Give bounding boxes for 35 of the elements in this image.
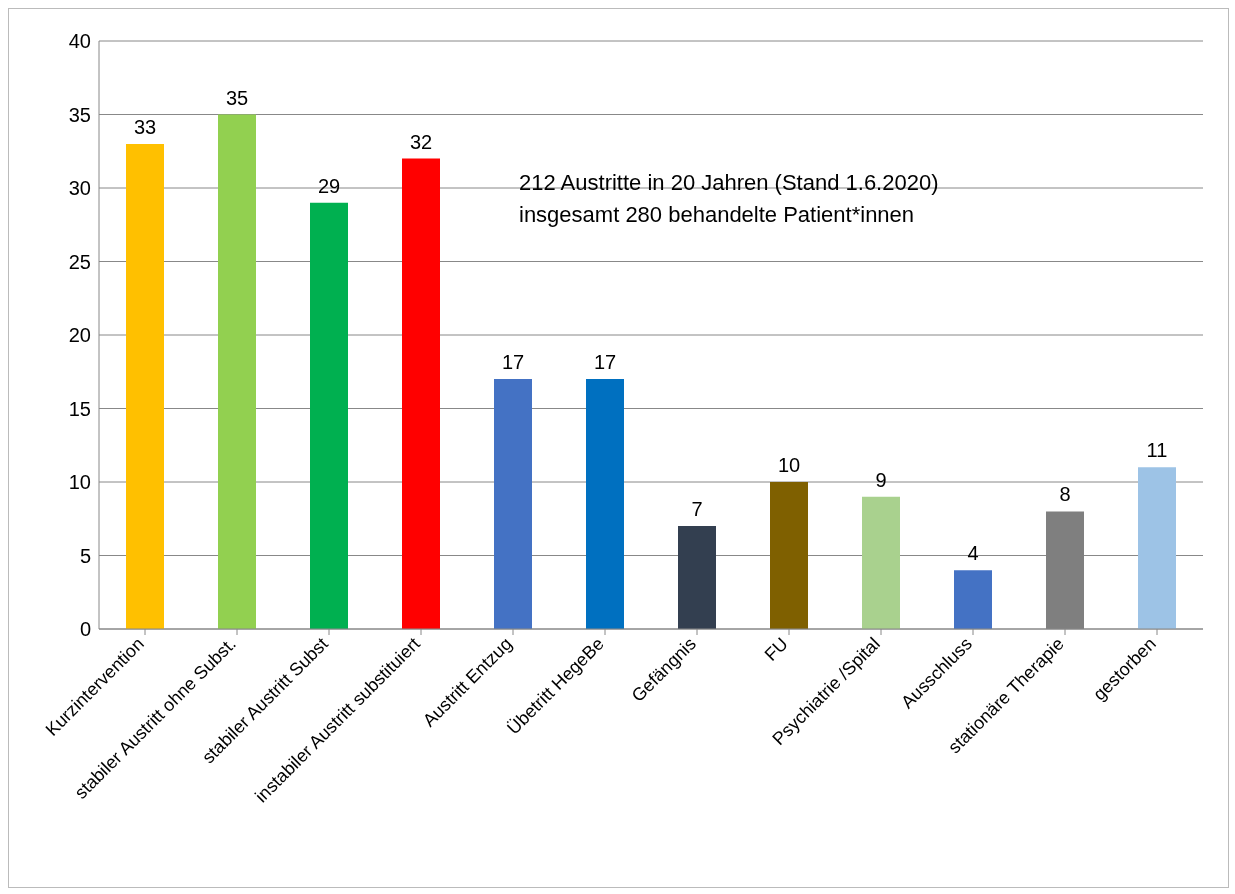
data-label: 35 xyxy=(225,86,249,109)
bar xyxy=(218,114,256,629)
bar xyxy=(586,379,624,629)
y-tick-label: 25 xyxy=(68,250,91,273)
data-label: 10 xyxy=(777,454,801,476)
bar xyxy=(954,570,992,629)
annotation: 212 Austritte in 20 Jahren (Stand 1.6.2020) xyxy=(519,169,939,197)
y-tick-label: 30 xyxy=(68,177,91,200)
y-tick-label: 10 xyxy=(68,471,91,494)
data-label: 32 xyxy=(409,130,433,153)
data-label: 29 xyxy=(317,174,341,197)
data-label: 17 xyxy=(593,351,617,374)
y-tick-label: 40 xyxy=(68,30,91,53)
annotation: insgesamt 280 behandelte Patient*innen xyxy=(519,201,916,229)
y-tick-label: 5 xyxy=(79,544,91,567)
bar xyxy=(310,202,348,629)
bar xyxy=(126,143,164,629)
y-tick-label: 15 xyxy=(68,397,91,420)
bar xyxy=(494,379,532,629)
data-label: 7 xyxy=(691,498,703,521)
data-label: 9 xyxy=(875,468,887,491)
data-label: 11 xyxy=(1146,439,1168,462)
bar xyxy=(1138,467,1176,629)
y-tick-label: 0 xyxy=(79,618,91,641)
data-label: 17 xyxy=(501,351,525,374)
bar xyxy=(678,526,716,629)
bar xyxy=(862,496,900,629)
data-label: 4 xyxy=(967,542,979,565)
y-tick-label: 35 xyxy=(68,103,91,126)
bar xyxy=(402,158,440,629)
bar xyxy=(770,482,808,629)
y-tick-label: 20 xyxy=(68,324,91,347)
data-label: 8 xyxy=(1059,483,1071,506)
data-label: 33 xyxy=(133,115,157,138)
x-tick-label: FU xyxy=(760,633,792,665)
